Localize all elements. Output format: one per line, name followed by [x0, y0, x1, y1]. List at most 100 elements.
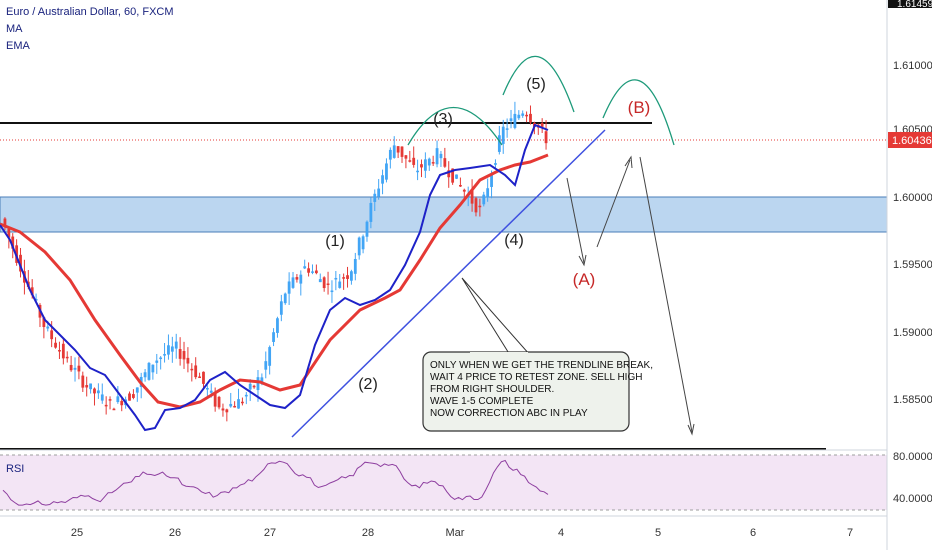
candle-body	[521, 113, 525, 116]
wave-label-3: (3)	[433, 111, 453, 128]
candle-body	[85, 385, 89, 388]
candle-body	[404, 155, 408, 159]
candle-body	[260, 377, 264, 384]
candle-body	[81, 375, 85, 388]
candle-body	[217, 396, 221, 408]
candle-body	[517, 114, 521, 119]
candle-body	[381, 175, 384, 184]
candle-body	[151, 364, 155, 373]
candle-body	[77, 365, 81, 372]
candle-body	[307, 268, 310, 273]
right-shoulder-arc	[602, 79, 675, 146]
candle-body	[283, 293, 287, 304]
candle-body	[93, 388, 96, 394]
indicator-ema[interactable]: EMA	[6, 40, 30, 52]
annotation-line-1: ONLY WHEN WE GET THE TRENDLINE BREAK,	[430, 360, 653, 371]
candle-body	[221, 408, 225, 411]
arrowhead-b	[624, 155, 633, 169]
arrowhead-down	[687, 423, 695, 436]
candle-body	[202, 371, 205, 384]
candle-body	[318, 279, 322, 283]
candle-body	[505, 128, 509, 130]
candle-body	[248, 383, 252, 390]
candle-body	[128, 393, 131, 401]
candle-body	[342, 277, 346, 279]
candle-body	[365, 221, 369, 237]
symbol-title[interactable]: Euro / Australian Dollar, 60, FXCM	[6, 6, 174, 18]
candle-body	[104, 404, 108, 407]
candle-body	[478, 205, 482, 208]
candle-body	[373, 193, 377, 202]
candle-body	[385, 163, 388, 180]
candle-body	[377, 188, 381, 197]
candle-body	[540, 123, 544, 127]
rsi-tick-80: 80.0000	[893, 451, 932, 463]
candle-body	[100, 394, 104, 401]
wave-label-b: (B)	[628, 98, 651, 117]
candle-body	[299, 274, 303, 284]
indicator-ma[interactable]: MA	[6, 23, 23, 35]
time-axis: 25 26 27 28 Mar 4 5 6 7	[71, 527, 853, 539]
candle-body	[330, 290, 334, 293]
candle-body	[163, 354, 166, 356]
candle-body	[155, 360, 159, 363]
candle-body	[423, 159, 427, 171]
candle-body	[135, 387, 139, 393]
candle-body	[264, 361, 268, 370]
candle-body	[244, 394, 248, 397]
candle-body	[69, 364, 73, 371]
rsi-band	[0, 455, 887, 510]
candle-body	[89, 383, 92, 390]
wave-label-1: (1)	[325, 233, 345, 250]
candle-body	[470, 190, 474, 204]
candle-body	[427, 158, 431, 166]
rsi-label: RSI	[6, 463, 24, 475]
candle-body	[353, 258, 357, 274]
candle-body	[303, 266, 307, 269]
candle-body	[462, 189, 466, 192]
candle-body	[34, 299, 38, 301]
candle-body	[474, 198, 478, 213]
time-label-27: 27	[264, 527, 276, 539]
rsi-tick-40: 40.0000	[893, 493, 932, 505]
time-label-5: 5	[655, 527, 661, 539]
candle-body	[486, 188, 490, 198]
candle-body	[61, 343, 65, 359]
candle-body	[237, 399, 240, 409]
candle-body	[357, 237, 361, 256]
price-tick-3: 1.60000	[893, 192, 932, 204]
time-label-4: 4	[558, 527, 564, 539]
price-tick-5: 1.59000	[893, 327, 932, 339]
candle-body	[7, 228, 11, 238]
candle-body	[455, 174, 458, 179]
current-price-badge	[888, 132, 932, 148]
annotation-line-3: FROM RIGHT SHOULDER.	[430, 384, 554, 395]
candle-body	[459, 184, 462, 187]
candle-body	[322, 277, 326, 289]
candle-body	[525, 114, 528, 117]
candle-body	[50, 330, 54, 340]
candle-body	[420, 164, 423, 168]
candle-body	[326, 283, 330, 286]
price-tick-6: 1.58500	[893, 394, 932, 406]
candle-body	[46, 326, 50, 329]
candle-body	[443, 158, 447, 167]
candle-body	[268, 347, 272, 366]
candle-body	[439, 153, 443, 159]
chart-legend: Euro / Australian Dollar, 60, FXCM MA EM…	[6, 4, 174, 55]
candle-body	[11, 236, 15, 249]
candle-body	[338, 281, 342, 288]
candle-body	[400, 146, 404, 157]
time-label-25: 25	[71, 527, 83, 539]
candle-body	[233, 405, 237, 408]
arrow-to-a	[566, 177, 585, 264]
candle-body	[276, 318, 279, 333]
candle-body	[314, 270, 318, 274]
time-label-26: 26	[169, 527, 181, 539]
trendline	[291, 129, 606, 438]
candle-body	[435, 148, 439, 165]
annotation-line-4: WAVE 1-5 COMPLETE	[430, 396, 534, 407]
candle-body	[182, 351, 186, 360]
candle-body	[73, 367, 77, 370]
